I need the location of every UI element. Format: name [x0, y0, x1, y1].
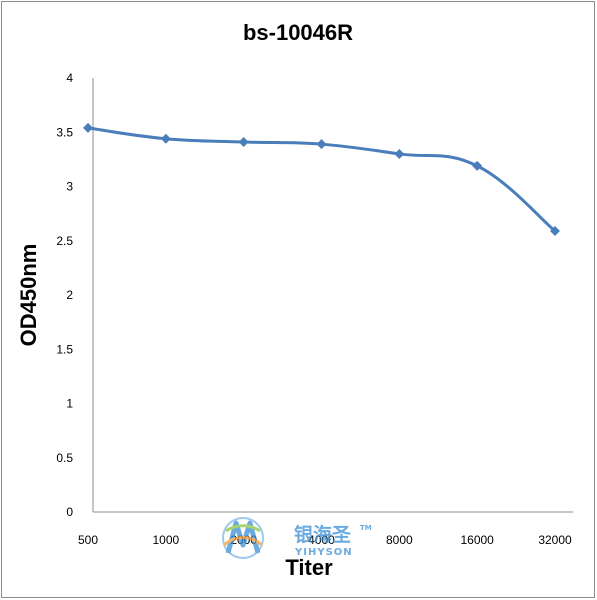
- x-tick-label: 8000: [386, 533, 413, 547]
- y-tick-label: 3: [66, 180, 73, 194]
- y-tick-label: 3.5: [56, 125, 73, 139]
- brand-watermark: 银海圣 TM YIHYSON: [222, 517, 372, 559]
- data-point-marker: [472, 160, 483, 171]
- x-tick-label: 32000: [538, 533, 572, 547]
- y-tick-label: 1.5: [56, 342, 73, 356]
- y-tick-label: 0: [66, 505, 73, 519]
- y-tick-label: 1: [66, 397, 73, 411]
- x-tick-label: 16000: [460, 533, 494, 547]
- brand-logo-icon: [222, 517, 264, 559]
- data-point-marker: [238, 137, 249, 148]
- brand-tm: TM: [360, 524, 372, 532]
- x-axis-title: Titer: [285, 555, 333, 580]
- y-tick-label: 0.5: [56, 451, 73, 465]
- data-point-marker: [160, 133, 171, 144]
- data-point-marker: [394, 148, 405, 159]
- y-tick-label: 2: [66, 288, 73, 302]
- brand-name-cn: 银海圣: [294, 523, 352, 546]
- data-point-marker: [83, 122, 93, 133]
- y-tick-label: 2.5: [56, 234, 73, 248]
- series-markers: [83, 122, 560, 236]
- brand-name-en: YIHYSON: [294, 547, 353, 558]
- y-tick-label: 4: [66, 71, 73, 85]
- data-point-marker: [550, 225, 560, 236]
- y-tick-labels: 0 0.5 1 1.5 2 2.5 3 3.5 4: [56, 71, 73, 519]
- x-tick-label: 4000: [308, 533, 335, 547]
- x-tick-label: 1000: [152, 533, 179, 547]
- x-tick-label: 500: [78, 533, 98, 547]
- data-point-marker: [316, 139, 327, 150]
- chart-title: bs-10046R: [243, 20, 353, 45]
- y-axis-title: OD450nm: [16, 244, 41, 347]
